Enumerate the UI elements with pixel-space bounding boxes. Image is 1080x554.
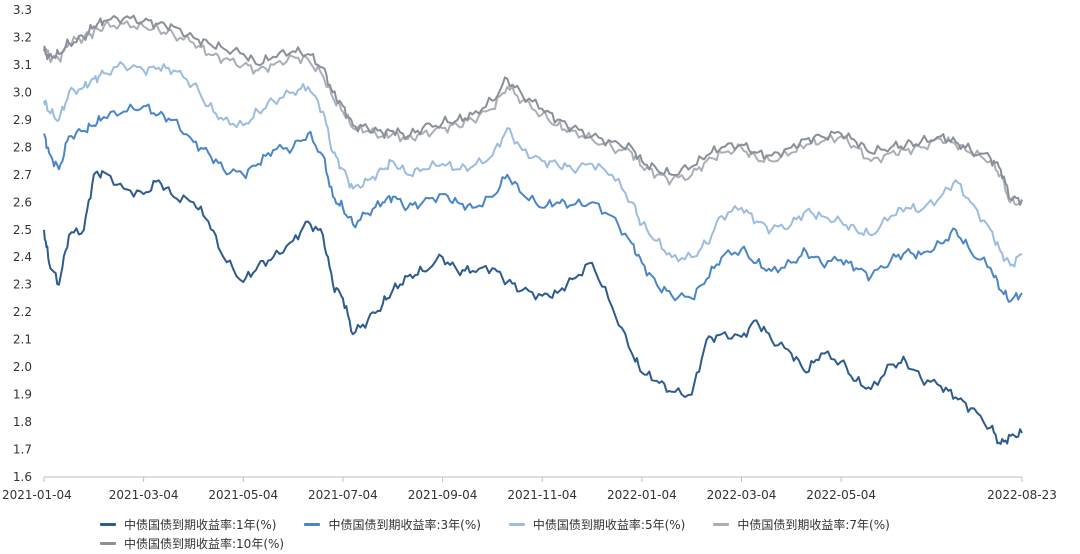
legend-label-10y: 中债国债到期收益率:10年(%) — [124, 537, 285, 551]
y-tick-label-8: 2.4 — [13, 250, 32, 264]
legend: 中债国债到期收益率:1年(%) 中债国债到期收益率:3年(%) 中债国债到期收益… — [100, 515, 1000, 553]
y-tick-label-10: 2.6 — [13, 195, 32, 209]
x-tick-label-6: 2022-01-04 — [607, 488, 677, 502]
y-tick-label-1: 1.7 — [13, 443, 32, 457]
y-tick-label-15: 3.1 — [13, 58, 32, 72]
y-tick-label-3: 1.9 — [13, 388, 32, 402]
y-tick-label-11: 2.7 — [13, 168, 32, 182]
y-tick-label-4: 2.0 — [13, 360, 32, 374]
series-line-0 — [43, 170, 1023, 445]
legend-label-5y: 中债国债到期收益率:5年(%) — [532, 518, 686, 532]
y-tick-label-5: 2.1 — [13, 333, 32, 347]
x-axis-ticks — [43, 477, 1023, 482]
y-axis-tick-labels: 1.6 1.7 1.8 1.9 2.0 2.1 2.2 2.3 2.4 2.5 2.6 2.7 2.8 2… — [13, 3, 32, 484]
x-axis-tick-labels: 2021-01-04 2021-03-04 2021-05-04 2021-07-04… — [2, 488, 1057, 502]
legend-item-3y: 中债国债到期收益率:3年(%) — [304, 516, 481, 533]
x-tick-label-2: 2021-05-04 — [208, 488, 278, 502]
series-line-1 — [43, 103, 1023, 303]
series-line-2 — [43, 61, 1023, 268]
legend-row-2: 中债国债到期收益率:10年(%) — [100, 534, 1000, 553]
y-tick-label-16: 3.2 — [13, 30, 32, 44]
legend-item-7y: 中债国债到期收益率:7年(%) — [713, 516, 890, 533]
legend-item-10y: 中债国债到期收益率:10年(%) — [100, 535, 284, 552]
y-tick-label-7: 2.3 — [13, 278, 32, 292]
y-tick-label-13: 2.9 — [13, 113, 32, 127]
y-tick-label-2: 1.8 — [13, 415, 32, 429]
legend-row-1: 中债国债到期收益率:1年(%) 中债国债到期收益率:3年(%) 中债国债到期收益… — [100, 515, 1000, 534]
y-tick-label-6: 2.2 — [13, 305, 32, 319]
y-tick-label-12: 2.8 — [13, 140, 32, 154]
y-tick-label-9: 2.5 — [13, 223, 32, 237]
legend-swatch-3y — [304, 523, 321, 526]
x-tick-label-5: 2021-11-04 — [507, 488, 577, 502]
legend-swatch-5y — [508, 523, 525, 526]
legend-swatch-1y — [100, 523, 116, 526]
legend-item-5y: 中债国债到期收益率:5年(%) — [508, 516, 686, 533]
x-tick-label-3: 2021-07-04 — [308, 488, 378, 502]
legend-swatch-7y — [713, 523, 730, 526]
x-tick-label-7: 2022-03-04 — [707, 488, 777, 502]
x-tick-label-8: 2022-05-04 — [806, 488, 876, 502]
legend-label-1y: 中债国债到期收益率:1年(%) — [124, 518, 277, 532]
x-tick-label-9: 2022-08-23 — [987, 488, 1057, 502]
series-line-3 — [43, 19, 1023, 206]
y-tick-label-0: 1.6 — [13, 470, 32, 484]
series-line-4 — [43, 14, 1023, 206]
x-tick-label-0: 2021-01-04 — [2, 488, 72, 502]
legend-label-3y: 中债国债到期收益率:3年(%) — [328, 518, 481, 532]
x-tick-label-4: 2021-09-04 — [408, 488, 478, 502]
legend-swatch-10y — [100, 542, 116, 545]
series-lines — [43, 14, 1023, 445]
x-tick-label-1: 2021-03-04 — [109, 488, 179, 502]
legend-label-7y: 中债国债到期收益率:7年(%) — [737, 518, 890, 532]
y-tick-label-17: 3.3 — [13, 3, 32, 17]
legend-item-1y: 中债国债到期收益率:1年(%) — [100, 516, 276, 533]
y-tick-label-14: 3.0 — [13, 85, 32, 99]
